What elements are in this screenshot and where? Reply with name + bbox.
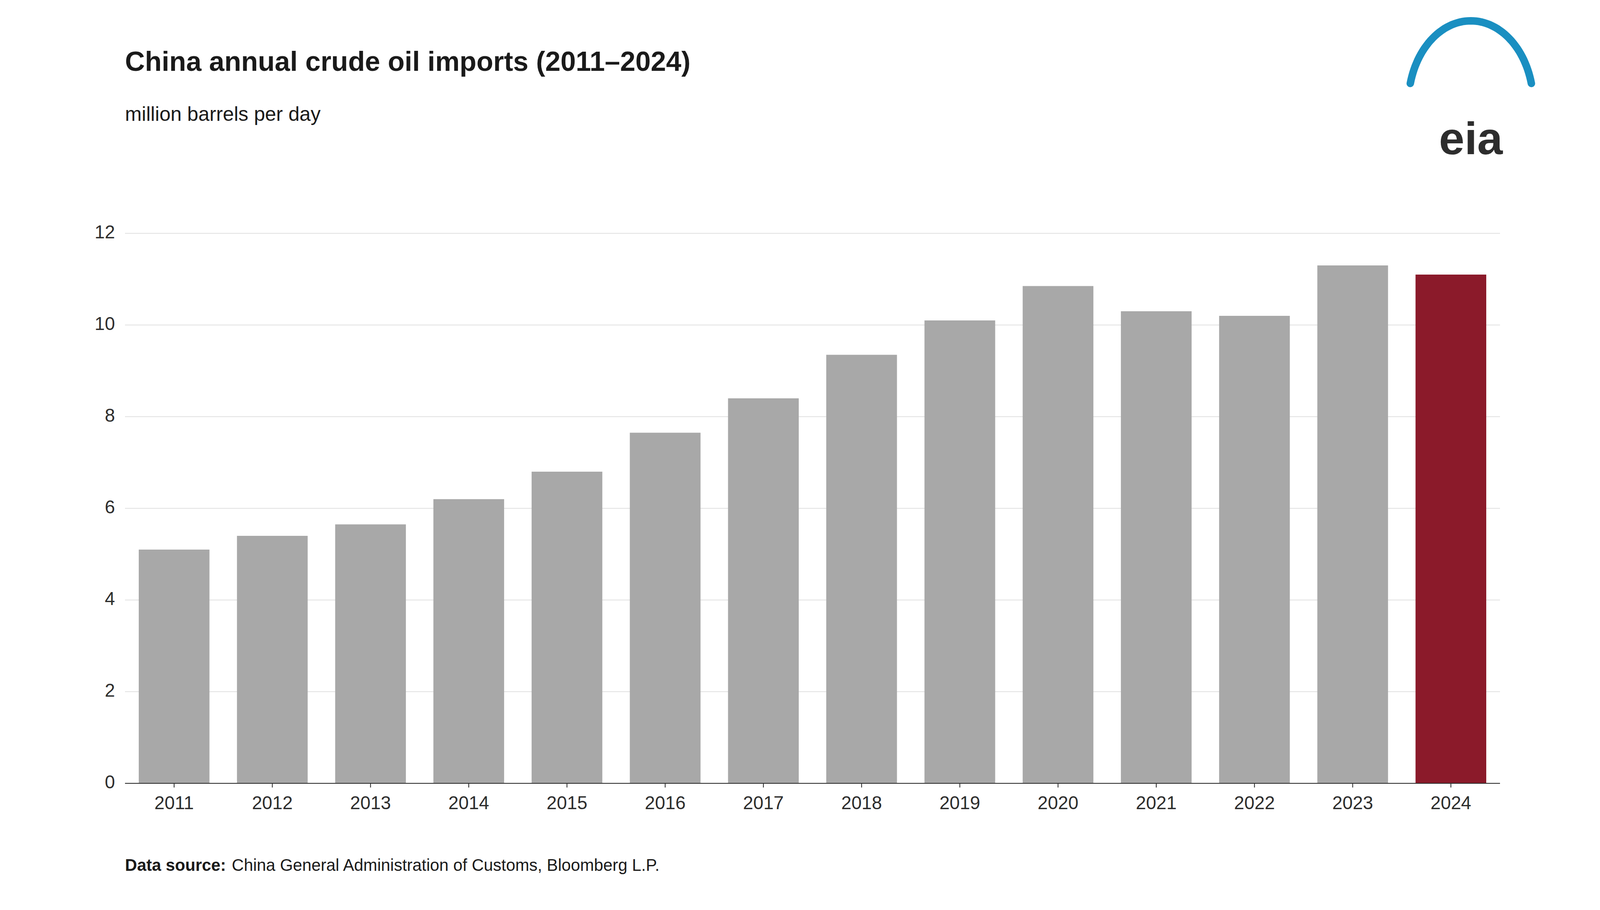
bar xyxy=(531,471,603,784)
x-tick-label: 2017 xyxy=(742,792,784,813)
data-source-text: China General Administration of Customs,… xyxy=(231,855,660,875)
x-axis-line xyxy=(125,782,1500,784)
x-tick-label: 2023 xyxy=(1332,792,1373,813)
x-tick xyxy=(1155,783,1157,788)
bar xyxy=(924,320,996,784)
bar xyxy=(1415,274,1487,784)
y-tick-label: 6 xyxy=(105,496,115,518)
grid-line xyxy=(125,324,1500,326)
x-tick xyxy=(370,783,371,788)
y-tick-label: 2 xyxy=(105,680,115,701)
title: China annual crude oil imports (2011–202… xyxy=(125,45,691,77)
bar xyxy=(727,398,799,784)
x-tick-label: 2019 xyxy=(939,792,981,813)
y-tick-label: 12 xyxy=(94,221,115,243)
x-tick-label: 2014 xyxy=(448,792,490,813)
grid-line xyxy=(125,416,1500,418)
bar xyxy=(1317,265,1389,784)
x-tick xyxy=(566,783,568,788)
logo-text: eia xyxy=(1439,112,1504,164)
chart: China annual crude oil imports (2011–202… xyxy=(0,0,1600,910)
x-tick xyxy=(272,783,273,788)
x-tick xyxy=(959,783,961,788)
subtitle: million barrels per day xyxy=(125,102,321,125)
y-tick-label: 10 xyxy=(94,313,115,334)
grid-line xyxy=(125,232,1500,234)
x-tick-label: 2016 xyxy=(644,792,686,813)
x-tick xyxy=(664,783,666,788)
bar xyxy=(1022,286,1094,784)
y-tick-label: 4 xyxy=(105,588,115,609)
x-tick-label: 2011 xyxy=(154,792,195,813)
x-tick xyxy=(468,783,470,788)
bars xyxy=(138,265,1487,784)
bar xyxy=(630,432,701,784)
x-tick-label: 2013 xyxy=(350,792,391,813)
bar xyxy=(335,524,406,784)
y-tick-label: 8 xyxy=(105,405,115,426)
data-source-label: Data source: xyxy=(125,855,226,875)
background xyxy=(0,0,1600,910)
logo-arc xyxy=(1410,20,1532,84)
bar xyxy=(1120,311,1192,784)
grid-line xyxy=(125,691,1500,693)
grid xyxy=(125,233,1500,784)
bar xyxy=(826,355,898,784)
x-tick-label: 2021 xyxy=(1135,792,1177,813)
x-tick xyxy=(173,783,175,788)
bar xyxy=(1219,315,1290,784)
x-tick xyxy=(762,783,764,788)
x-tick-label: 2024 xyxy=(1430,792,1472,813)
x-tick-label: 2015 xyxy=(546,792,588,813)
bar xyxy=(138,549,210,784)
bar xyxy=(433,499,505,784)
x-tick xyxy=(1254,783,1255,788)
x-tick-label: 2020 xyxy=(1037,792,1079,813)
x-tick xyxy=(1450,783,1452,788)
x-tick-label: 2012 xyxy=(252,792,293,813)
grid-line xyxy=(125,507,1500,509)
data-source: Data source:China General Administration… xyxy=(125,855,660,875)
grid-line xyxy=(125,782,1500,784)
grid-line xyxy=(125,599,1500,601)
x-tick-label: 2022 xyxy=(1234,792,1275,813)
chart-container: China annual crude oil imports (2011–202… xyxy=(0,0,1600,910)
x-tick-label: 2018 xyxy=(841,792,883,813)
y-tick-label: 0 xyxy=(105,771,115,793)
x-tick xyxy=(1057,783,1059,788)
x-tick xyxy=(1352,783,1353,788)
x-tick xyxy=(861,783,863,788)
bar xyxy=(237,535,308,784)
